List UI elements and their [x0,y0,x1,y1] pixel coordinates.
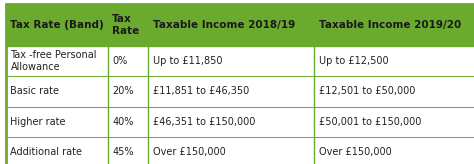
Text: Tax
Rate: Tax Rate [112,14,139,36]
Text: £46,351 to £150,000: £46,351 to £150,000 [153,117,255,127]
Text: 20%: 20% [112,86,134,96]
Text: 45%: 45% [112,147,134,157]
Text: Tax -free Personal
Allowance: Tax -free Personal Allowance [10,50,97,72]
Text: £11,851 to £46,350: £11,851 to £46,350 [153,86,249,96]
Bar [6,76,474,107]
Text: £12,501 to £50,000: £12,501 to £50,000 [319,86,415,96]
Bar [6,107,474,137]
Text: Taxable Income 2018/19: Taxable Income 2018/19 [153,20,295,30]
Text: 40%: 40% [112,117,134,127]
Text: Basic rate: Basic rate [10,86,59,96]
Text: Over £150,000: Over £150,000 [319,147,391,157]
Bar [6,46,474,76]
Text: 0%: 0% [112,56,128,66]
Text: £50,001 to £150,000: £50,001 to £150,000 [319,117,421,127]
Text: Higher rate: Higher rate [10,117,66,127]
Text: Up to £11,850: Up to £11,850 [153,56,222,66]
Text: Taxable Income 2019/20: Taxable Income 2019/20 [319,20,461,30]
Text: Additional rate: Additional rate [10,147,82,157]
Bar [6,137,474,164]
Text: Tax Rate (Band): Tax Rate (Band) [10,20,104,30]
Bar [6,4,474,46]
Text: Over £150,000: Over £150,000 [153,147,225,157]
Text: Up to £12,500: Up to £12,500 [319,56,388,66]
